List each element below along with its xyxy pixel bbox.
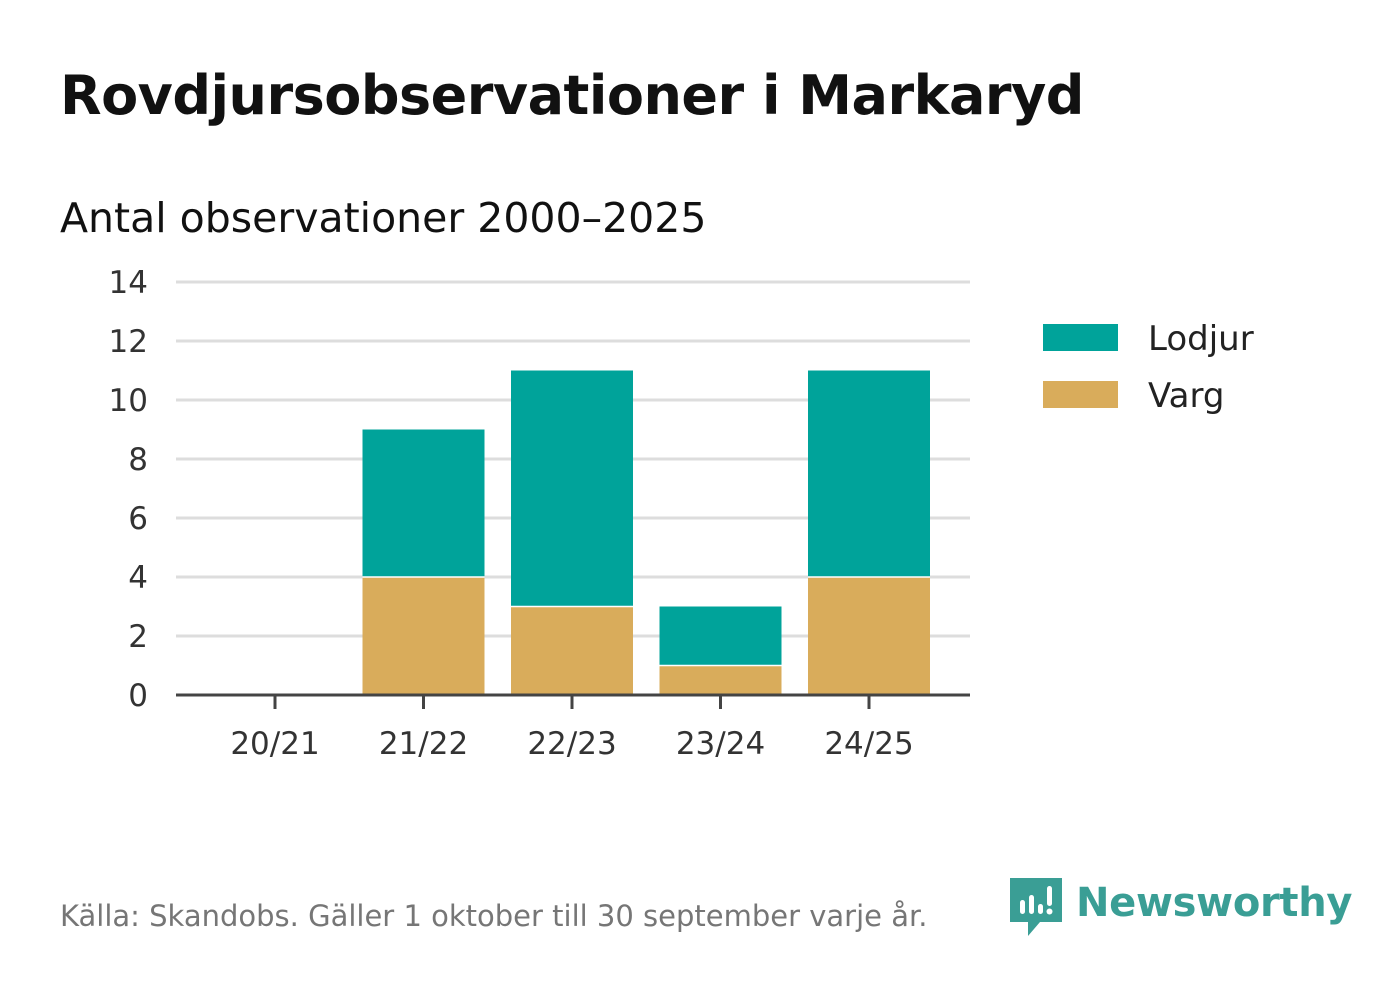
y-tick-label: 4 [128,560,148,596]
x-tick-label: 23/24 [676,726,765,762]
y-tick-label: 6 [128,501,148,537]
x-tick-label: 22/23 [527,726,616,762]
chart-subtitle: Antal observationer 2000–2025 [60,194,707,242]
x-tick-label: 20/21 [230,726,319,762]
y-tick-label: 2 [128,619,148,655]
bar-lodjur [659,606,782,666]
legend-label-lodjur: Lodjur [1148,319,1254,359]
y-tick-label: 14 [109,265,148,301]
x-tick-label: 24/25 [824,726,913,762]
bar-varg [362,577,485,695]
y-tick-label: 8 [128,442,148,478]
y-tick-label: 12 [109,324,148,360]
y-tick-label: 0 [128,678,148,714]
axes: 0 2 4 6 8 10 12 14 20/21 21/22 22/23 23/24 24/25 [109,265,970,762]
bars [362,370,930,695]
legend-swatch-varg [1043,381,1118,408]
bar-lodjur [362,429,485,577]
legend-label-varg: Varg [1148,376,1224,416]
legend: Lodjur Varg [1043,319,1254,416]
bar-lodjur [511,370,633,607]
x-tick-label: 21/22 [379,726,468,762]
bar-varg [659,665,782,695]
legend-swatch-lodjur [1043,324,1118,351]
newsworthy-logo: Newsworthy [1010,878,1353,940]
newsworthy-logo-icon [1010,878,1062,936]
source-note: Källa: Skandobs. Gäller 1 oktober till 3… [60,899,928,933]
bar-varg [808,577,930,695]
bar-varg [511,606,633,695]
bar-lodjur [808,370,930,577]
y-tick-label: 10 [109,383,148,419]
brand-name: Newsworthy [1076,880,1353,926]
chart-title: Rovdjursobservationer i Markaryd [60,64,1084,127]
